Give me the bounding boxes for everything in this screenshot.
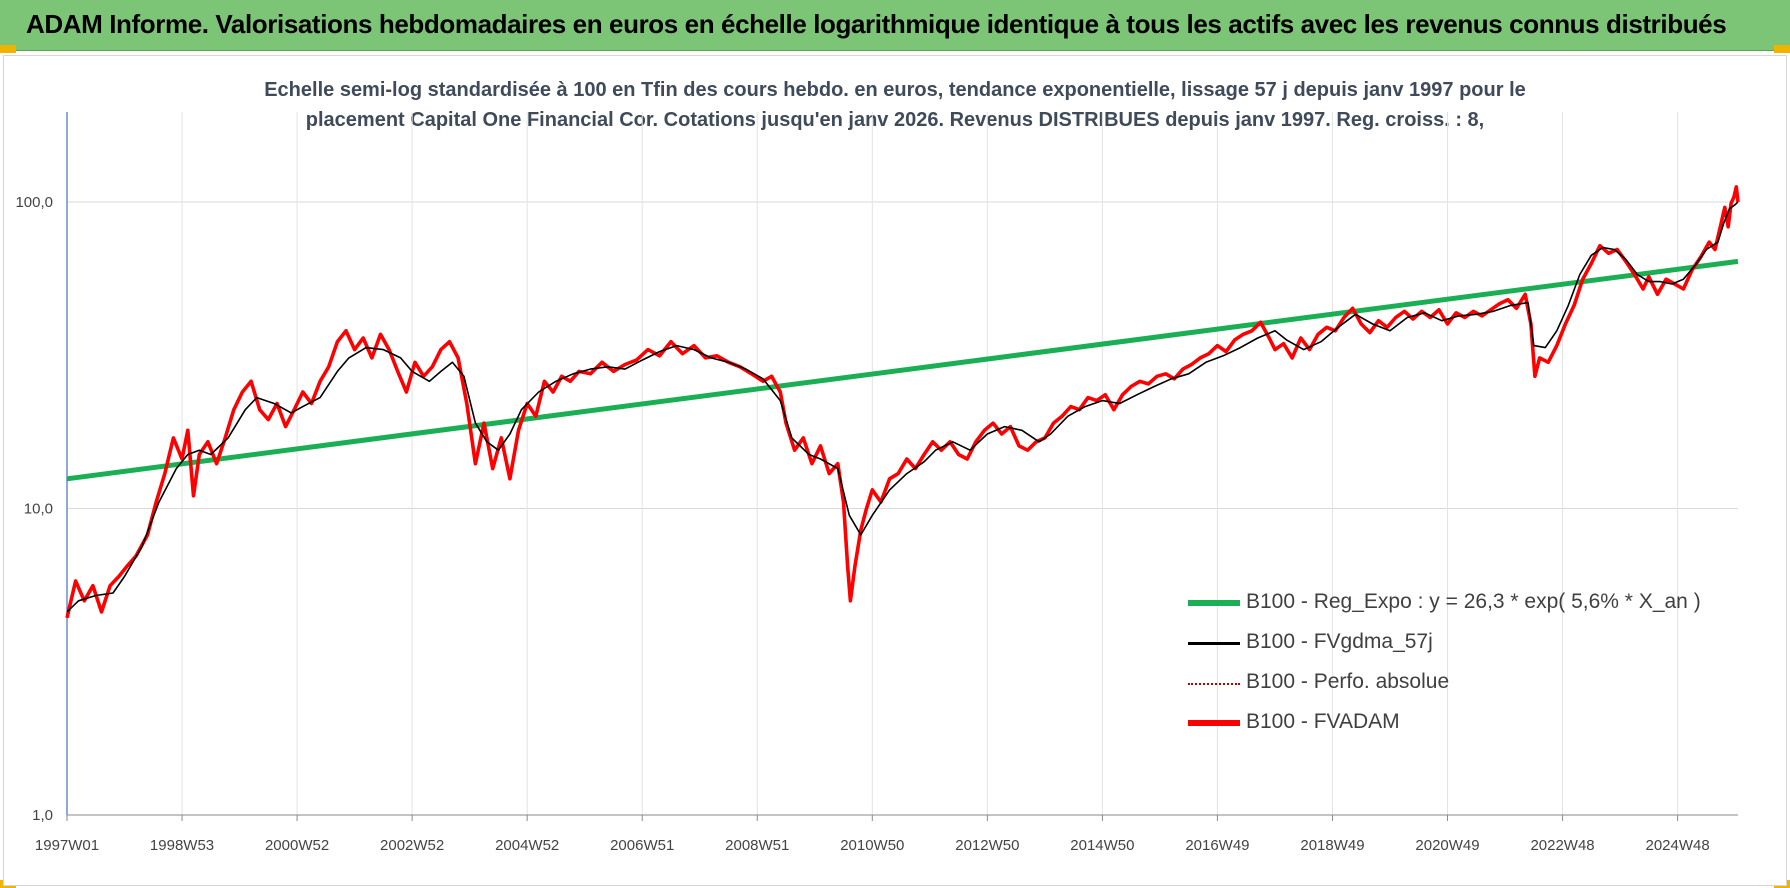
y-tick-label: 10,0: [24, 501, 53, 518]
corner-marker-top-right: [1774, 45, 1790, 53]
legend-swatch-reg-expo: [1188, 600, 1240, 606]
x-tick-label: 1997W01: [35, 837, 99, 854]
series-line-fvadam: [65, 185, 1740, 619]
chart-title: Echelle semi-log standardisée à 100 en T…: [0, 75, 1790, 135]
legend-label-fvadam: B100 - FVADAM: [1246, 710, 1400, 733]
series-line-reg-expo: [66, 258, 1739, 482]
legend-swatch-perfo-absolue: [1188, 683, 1240, 685]
x-tick-label: 2002W52: [380, 837, 444, 854]
legend-label-perfo-absolue: B100 - Perfo. absolue: [1246, 670, 1450, 693]
x-tick-label: 2000W52: [265, 837, 329, 854]
legend-label-reg-expo: B100 - Reg_Expo : y = 26,3 * exp( 5,6% *…: [1246, 590, 1701, 613]
x-tick-label: 2018W49: [1300, 837, 1364, 854]
chart-title-line-1: Echelle semi-log standardisée à 100 en T…: [264, 79, 1526, 101]
legend-swatch-fvgdma: [1188, 642, 1240, 645]
chart-title-line-2: placement Capital One Financial Cor. Cot…: [305, 109, 1485, 131]
legend-swatch-fvadam: [1188, 720, 1240, 726]
corner-marker-top-left: [0, 45, 16, 53]
series-line-fvgdma: [66, 201, 1739, 613]
x-tick-label: 2012W50: [955, 837, 1019, 854]
x-tick-label: 2016W49: [1185, 837, 1249, 854]
x-tick-label: 2014W50: [1070, 837, 1134, 854]
x-tick-label: 2004W52: [495, 837, 559, 854]
chart-area: [3, 55, 1787, 886]
legend-label-fvgdma: B100 - FVgdma_57j: [1246, 630, 1433, 653]
y-tick-label: 1,0: [32, 807, 53, 824]
y-tick-label: 100,0: [15, 194, 53, 211]
x-tick-label: 2024W48: [1645, 837, 1709, 854]
x-tick-label: 2010W50: [840, 837, 904, 854]
x-tick-label: 2022W48: [1530, 837, 1594, 854]
x-tick-label: 2008W51: [725, 837, 789, 854]
banner-title: ADAM Informe. Valorisations hebdomadaire…: [26, 9, 1727, 39]
x-tick-label: 1998W53: [150, 837, 214, 854]
x-tick-label: 2020W49: [1415, 837, 1479, 854]
x-tick-label: 2006W51: [610, 837, 674, 854]
report-banner: ADAM Informe. Valorisations hebdomadaire…: [0, 0, 1790, 51]
